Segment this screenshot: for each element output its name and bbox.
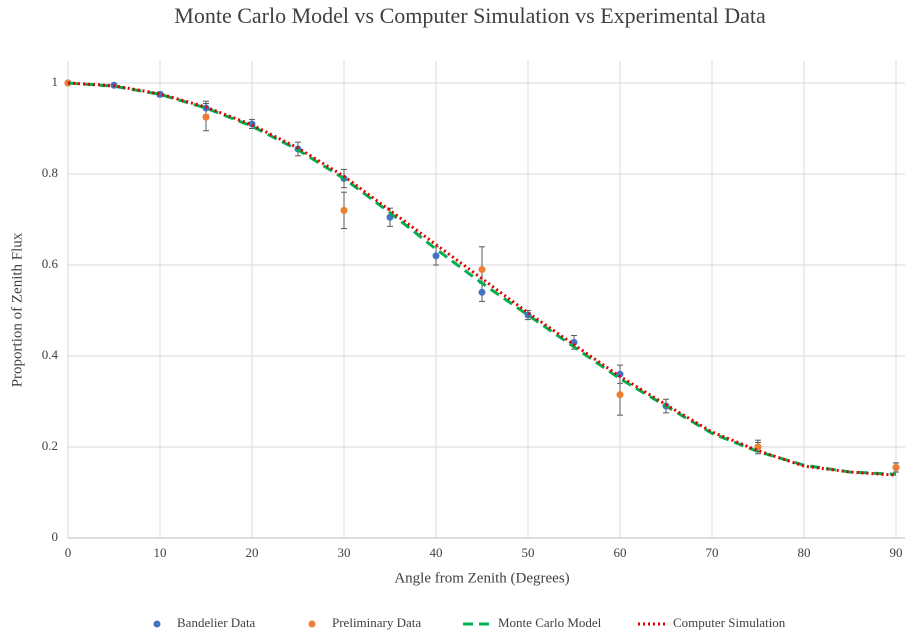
x-tick-label: 40: [430, 545, 443, 560]
y-tick-label: 0.2: [42, 438, 58, 453]
legend-label: Bandelier Data: [177, 615, 256, 630]
x-tick-label: 20: [246, 545, 259, 560]
data-point: [340, 206, 348, 214]
legend-label: Preliminary Data: [332, 615, 421, 630]
legend-label: Monte Carlo Model: [498, 615, 602, 630]
line-series: [67, 81, 897, 477]
x-tick-label: 10: [154, 545, 167, 560]
data-point: [616, 391, 624, 399]
y-tick-label: 1: [52, 74, 59, 89]
y-tick-label: 0.8: [42, 165, 58, 180]
data-point: [616, 370, 624, 378]
x-tick-label: 50: [522, 545, 535, 560]
x-tick-label: 0: [65, 545, 72, 560]
x-tick-label: 80: [798, 545, 811, 560]
y-tick-label: 0.4: [42, 347, 59, 362]
x-tick-label: 70: [706, 545, 719, 560]
data-point: [202, 113, 210, 121]
line-series: [67, 81, 897, 476]
y-tick-label: 0.6: [42, 256, 59, 271]
x-tick-label: 60: [614, 545, 627, 560]
data-point: [478, 288, 486, 296]
legend-marker: [308, 620, 316, 628]
x-axis-title: Angle from Zenith (Degrees): [394, 570, 569, 586]
data-point: [478, 266, 486, 274]
data-point: [892, 463, 900, 471]
legend-label: Computer Simulation: [673, 615, 786, 630]
x-tick-label: 90: [890, 545, 903, 560]
chart-title: Monte Carlo Model vs Computer Simulation…: [174, 3, 766, 28]
legend-marker: [153, 620, 161, 628]
y-axis-title: Proportion of Zenith Flux: [9, 232, 25, 387]
y-tick-label: 0: [52, 529, 59, 544]
data-point: [432, 252, 440, 260]
x-tick-label: 30: [338, 545, 351, 560]
